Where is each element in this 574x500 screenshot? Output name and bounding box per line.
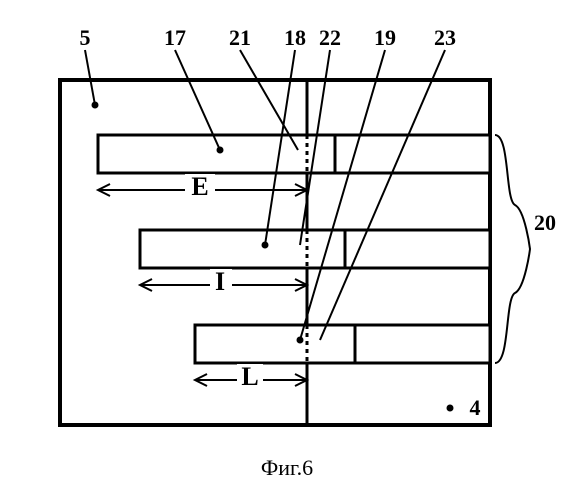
label-21: 21 [229, 25, 251, 50]
dim-i-label: I [215, 267, 225, 296]
label-18: 18 [284, 25, 306, 50]
label-4: 4 [470, 395, 481, 420]
label-23: 23 [434, 25, 456, 50]
bar-top [98, 135, 490, 173]
label-17: 17 [164, 25, 186, 50]
label-22: 22 [319, 25, 341, 50]
bar-bot [195, 325, 490, 363]
dim-e-label: E [191, 172, 208, 201]
label-19: 19 [374, 25, 396, 50]
leader-18-dot [262, 242, 269, 249]
leader-4-dot [447, 405, 454, 412]
dim-l-label: L [241, 362, 258, 391]
leader-17-dot [217, 147, 224, 154]
leader-19-dot [297, 337, 304, 344]
label-5: 5 [80, 25, 91, 50]
figure-diagram: E I L 5 17 21 18 22 19 23 4 20 Фиг.6 [0, 0, 574, 500]
label-20: 20 [534, 210, 556, 235]
brace-20 [495, 135, 530, 363]
bar-mid [140, 230, 490, 268]
figure-caption: Фиг.6 [261, 455, 313, 480]
leader-5-dot [92, 102, 99, 109]
